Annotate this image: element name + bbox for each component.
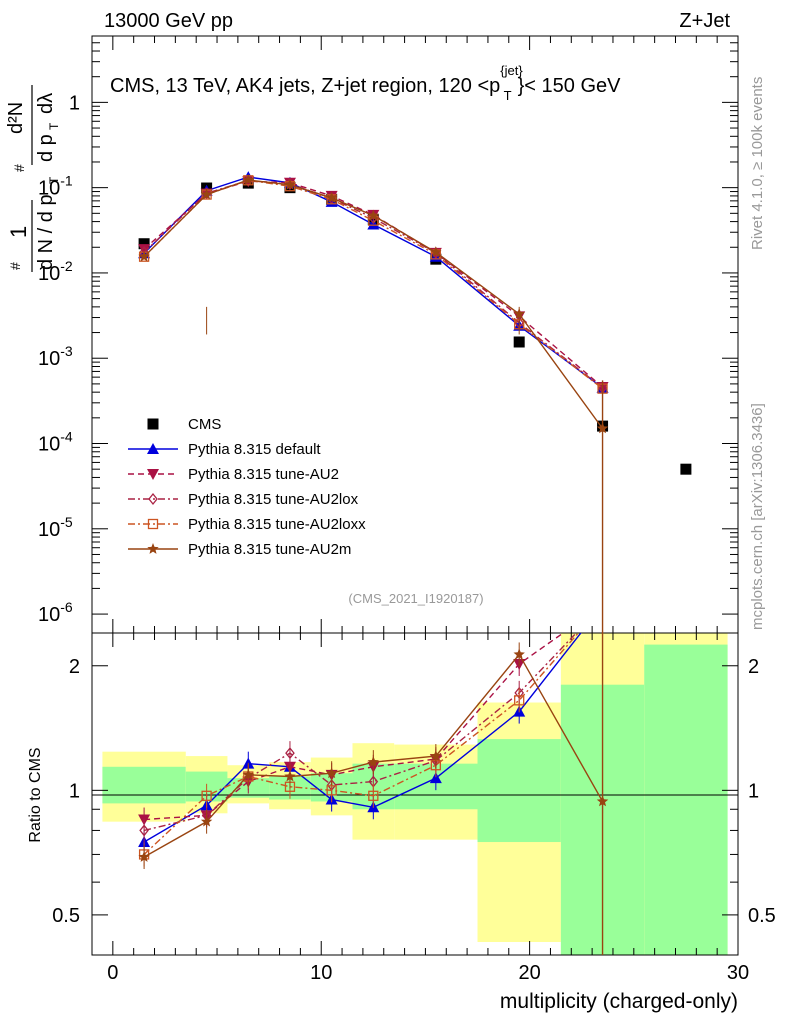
y-tick-label: 10-6 xyxy=(38,599,73,626)
main-y-axis-label: # 1 d N / d p T # d²N d p T dλ xyxy=(5,85,61,272)
x-tick-label: 0 xyxy=(107,962,118,984)
main-point-au2m xyxy=(367,209,379,221)
chart-title: CMS, 13 TeV, AK4 jets, Z+jet region, 120… xyxy=(110,63,621,103)
y-tick-label: 10-4 xyxy=(38,429,73,456)
legend-entry-au2m: Pythia 8.315 tune-AU2m xyxy=(128,541,351,558)
svg-text:d N / d p: d N / d p xyxy=(35,194,57,270)
legend-entry-au2: Pythia 8.315 tune-AU2 xyxy=(128,466,339,483)
uncertainty-bands xyxy=(102,633,728,955)
ratio-point-au2m xyxy=(200,815,213,827)
main-point-au2m xyxy=(200,188,213,200)
main-y-tick-labels: 1 10-1 10-2 10-3 10-4 10-5 10-6 xyxy=(38,92,80,626)
ratio-point-default xyxy=(429,772,442,784)
band-green-0 xyxy=(102,766,186,804)
ratio-point-au2lox xyxy=(285,747,295,760)
legend-marker-au2lox xyxy=(148,492,158,506)
main-point-au2m xyxy=(242,174,254,185)
ratio-point-au2loxx xyxy=(326,785,337,796)
ratio-y-tick-label-right: 1 xyxy=(748,780,759,802)
axis-ticks xyxy=(92,35,738,955)
ratio-y-tick-label: 0.5 xyxy=(52,905,80,927)
mcplots-label: mcplots.cern.ch [arXiv:1306.3436] xyxy=(749,403,766,630)
svg-text:Pythia 8.315 tune-AU2: Pythia 8.315 tune-AU2 xyxy=(188,466,339,483)
legend-marker-default xyxy=(147,443,159,454)
svg-text:d²N: d²N xyxy=(5,102,27,134)
legend-marker-cms xyxy=(147,418,159,430)
y-tick-label: 10-3 xyxy=(38,343,73,370)
main-point-cms xyxy=(513,336,525,348)
svg-text:Pythia 8.315 tune-AU2lox: Pythia 8.315 tune-AU2lox xyxy=(188,491,359,508)
svg-text:Pythia 8.315 tune-AU2loxx: Pythia 8.315 tune-AU2loxx xyxy=(188,516,366,533)
ratio-y-tick-label-right: 0.5 xyxy=(748,905,776,927)
legend-marker-au2m xyxy=(147,543,159,554)
process-label: Z+Jet xyxy=(679,10,730,32)
legend-marker-au2loxx xyxy=(147,518,159,530)
ratio-point-au2loxx xyxy=(201,790,212,801)
svg-text:#: # xyxy=(7,262,23,270)
rivet-version-label: Rivet 4.1.0, ≥ 100k events xyxy=(749,77,766,250)
main-point-cms xyxy=(680,463,692,475)
main-point-au2 xyxy=(138,244,151,256)
ratio-point-au2m xyxy=(284,770,296,782)
main-point-au2m xyxy=(325,191,338,203)
ratio-plot-frame xyxy=(91,632,739,956)
main-point-au2m xyxy=(430,246,442,258)
legend-entry-au2lox: Pythia 8.315 tune-AU2lox xyxy=(128,491,359,508)
svg-text:1: 1 xyxy=(6,226,31,238)
ratio-y-axis-label: Ratio to CMS xyxy=(27,747,44,842)
ratio-y-tick-labels: 0.5 0.5 1 1 2 2 xyxy=(52,656,776,927)
main-point-cms xyxy=(138,238,150,250)
legend-entry-cms: CMS xyxy=(147,416,221,433)
main-point-au2m xyxy=(138,250,150,262)
ratio-point-au2m xyxy=(367,756,379,767)
svg-text:T: T xyxy=(47,122,61,130)
main-line-au2loxx xyxy=(143,179,603,390)
ratio-point-au2m xyxy=(138,851,150,862)
band-green-9 xyxy=(644,644,728,955)
ratio-point-au2m xyxy=(513,648,525,660)
main-point-au2lox xyxy=(201,187,212,200)
svg-text:#: # xyxy=(11,164,27,172)
x-tick-label: 10 xyxy=(310,962,332,984)
y-tick-label: 10-2 xyxy=(38,258,73,285)
ratio-y-tick-label: 1 xyxy=(69,780,80,802)
main-point-au2m xyxy=(284,178,296,190)
ratio-point-au2loxx xyxy=(368,790,379,801)
y-tick-label: 1 xyxy=(69,92,80,114)
ratio-point-au2lox xyxy=(139,824,149,837)
svg-text:d p: d p xyxy=(35,134,57,162)
ratio-point-au2m xyxy=(242,768,254,780)
ratio-point-au2loxx xyxy=(514,695,525,706)
band-green-7 xyxy=(477,739,561,843)
svg-text:Pythia 8.315 tune-AU2m: Pythia 8.315 tune-AU2m xyxy=(188,541,351,558)
legend-marker-au2 xyxy=(147,469,159,480)
ratio-y-tick-label-right: 2 xyxy=(748,656,759,678)
main-line-default xyxy=(143,176,603,389)
x-tick-labels: 0 10 20 30 xyxy=(107,962,749,984)
ratio-series-clipped xyxy=(138,633,609,955)
analysis-id-label: (CMS_2021_I1920187) xyxy=(348,591,483,606)
main-point-au2lox xyxy=(285,178,295,191)
ratio-plot-series xyxy=(138,633,609,955)
ratio-y-tick-label: 2 xyxy=(69,656,80,678)
ratio-point-au2m xyxy=(430,750,442,761)
energy-label: 13000 GeV pp xyxy=(104,10,233,32)
legend-entry-au2loxx: Pythia 8.315 tune-AU2loxx xyxy=(128,516,366,533)
x-axis-label: multiplicity (charged-only) xyxy=(500,990,738,1013)
svg-text:T: T xyxy=(47,176,61,184)
main-plot-series xyxy=(138,171,692,633)
y-tick-label: 10-5 xyxy=(38,514,73,541)
ratio-point-au2m xyxy=(325,767,338,779)
legend: CMS Pythia 8.315 default Pythia 8.315 tu… xyxy=(128,416,366,558)
svg-text:Pythia 8.315 default: Pythia 8.315 default xyxy=(188,441,321,458)
svg-text:dλ: dλ xyxy=(35,93,57,114)
legend-entry-default: Pythia 8.315 default xyxy=(128,441,321,458)
y-tick-label: 10-1 xyxy=(38,173,73,200)
svg-text:CMS: CMS xyxy=(188,416,221,433)
x-tick-label: 30 xyxy=(727,962,749,984)
x-tick-label: 20 xyxy=(518,962,540,984)
